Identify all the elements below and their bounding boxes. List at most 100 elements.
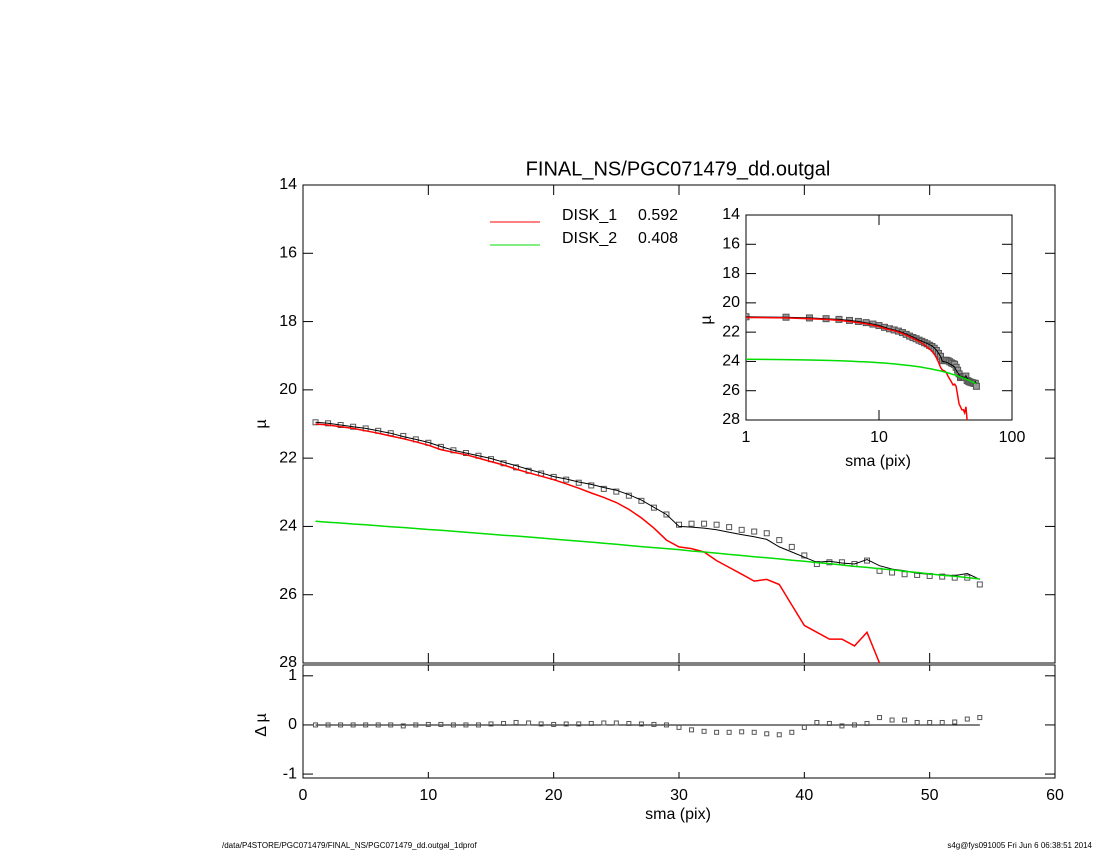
y-axis-label: Δ µ <box>253 713 270 736</box>
data-point <box>726 524 733 531</box>
x-tick-label: 20 <box>545 787 563 804</box>
legend-fraction: 0.408 <box>638 230 678 247</box>
residual-point <box>714 729 720 735</box>
y-tick-label: 28 <box>722 411 740 428</box>
y-tick-label: 28 <box>279 654 297 671</box>
legend-fraction: 0.592 <box>638 207 678 224</box>
chart-title: FINAL_NS/PGC071479_dd.outgal <box>526 158 831 180</box>
residual-point <box>400 723 406 729</box>
residual-point <box>726 729 732 735</box>
x-tick-label: 60 <box>1046 787 1064 804</box>
residual-point <box>676 724 682 730</box>
residual-point <box>350 722 356 728</box>
residual-point <box>488 721 494 727</box>
y-tick-label: 18 <box>722 265 740 282</box>
residual-point <box>939 719 945 725</box>
residual-point <box>425 721 431 727</box>
residual-point <box>864 720 870 726</box>
residual-point <box>789 729 795 735</box>
data-point <box>763 530 770 537</box>
x-tick-label: 0 <box>299 787 308 804</box>
residual-point <box>313 722 319 728</box>
residual-point <box>914 719 920 725</box>
x-axis-label: sma (pix) <box>845 453 911 470</box>
residual-point <box>826 720 832 726</box>
data-point <box>826 559 833 566</box>
residual-point <box>626 720 632 726</box>
residual-point <box>751 729 757 735</box>
residual-point <box>601 720 607 726</box>
data-point <box>776 537 783 544</box>
x-tick-label: 100 <box>999 429 1026 446</box>
x-tick-label: 10 <box>419 787 437 804</box>
series-line <box>746 316 968 420</box>
y-tick-label: 26 <box>279 586 297 603</box>
residual-point <box>551 721 557 727</box>
residual-point <box>877 715 883 721</box>
y-tick-label: 22 <box>722 323 740 340</box>
data-point <box>663 511 670 518</box>
residual-point <box>501 720 507 726</box>
data-point <box>788 543 795 550</box>
data-point <box>676 521 682 528</box>
residual-point <box>475 722 481 728</box>
residual-point <box>964 716 970 722</box>
data-point <box>901 571 908 578</box>
residual-point <box>513 719 519 725</box>
y-tick-label: 18 <box>279 313 297 330</box>
residual-point <box>927 719 933 725</box>
residual-point <box>952 719 958 725</box>
residual-point <box>613 720 619 726</box>
series-line <box>315 421 981 580</box>
residual-point <box>325 722 331 728</box>
residual-point <box>889 717 895 723</box>
residual-point <box>538 721 544 727</box>
series-line <box>315 520 980 580</box>
legend-label: DISK_2 <box>562 230 617 247</box>
x-tick-label: 1 <box>742 429 751 446</box>
residual-point <box>651 721 657 727</box>
residual-point <box>363 722 369 728</box>
x-axis-label: sma (pix) <box>645 806 711 823</box>
data-point <box>462 450 469 457</box>
plot-area <box>312 419 983 663</box>
residual-point <box>701 728 707 734</box>
data-point <box>688 520 695 527</box>
plot-frame <box>302 184 1056 664</box>
residual-point <box>438 721 444 727</box>
residual-point <box>413 722 419 728</box>
data-point <box>939 573 946 580</box>
residual-point <box>588 720 594 726</box>
x-tick-label: 30 <box>670 787 688 804</box>
footer-right: s4g@fys091005 Fri Jun 6 06:38:51 2014 <box>947 841 1092 850</box>
y-tick-label: 22 <box>279 449 297 466</box>
series-line <box>315 423 881 663</box>
residual-point <box>801 724 807 730</box>
residual-point <box>375 722 381 728</box>
x-tick-label: 50 <box>921 787 939 804</box>
data-point <box>801 552 808 559</box>
data-point <box>889 569 896 576</box>
y-tick-label: 24 <box>722 353 740 370</box>
residual-point <box>814 719 820 725</box>
data-point <box>972 382 980 390</box>
y-tick-label: -1 <box>283 765 297 782</box>
footer-left: /data/P4STORE/PGC071479/FINAL_NS/PGC0714… <box>222 841 477 850</box>
residual-point <box>463 722 469 728</box>
residual-point <box>450 722 456 728</box>
residual-point <box>839 723 845 729</box>
y-tick-label: 14 <box>722 206 740 223</box>
data-point <box>713 521 720 528</box>
data-point <box>813 560 820 567</box>
y-tick-label: 14 <box>279 176 297 193</box>
y-axis-label: µ <box>253 419 270 428</box>
data-point <box>600 485 607 492</box>
data-point <box>701 520 708 527</box>
residual-point <box>776 732 782 738</box>
series-line <box>746 316 977 385</box>
residual-point <box>638 721 644 727</box>
residual-point <box>689 727 695 733</box>
y-tick-label: 16 <box>722 236 740 253</box>
y-tick-label: 24 <box>279 518 297 535</box>
